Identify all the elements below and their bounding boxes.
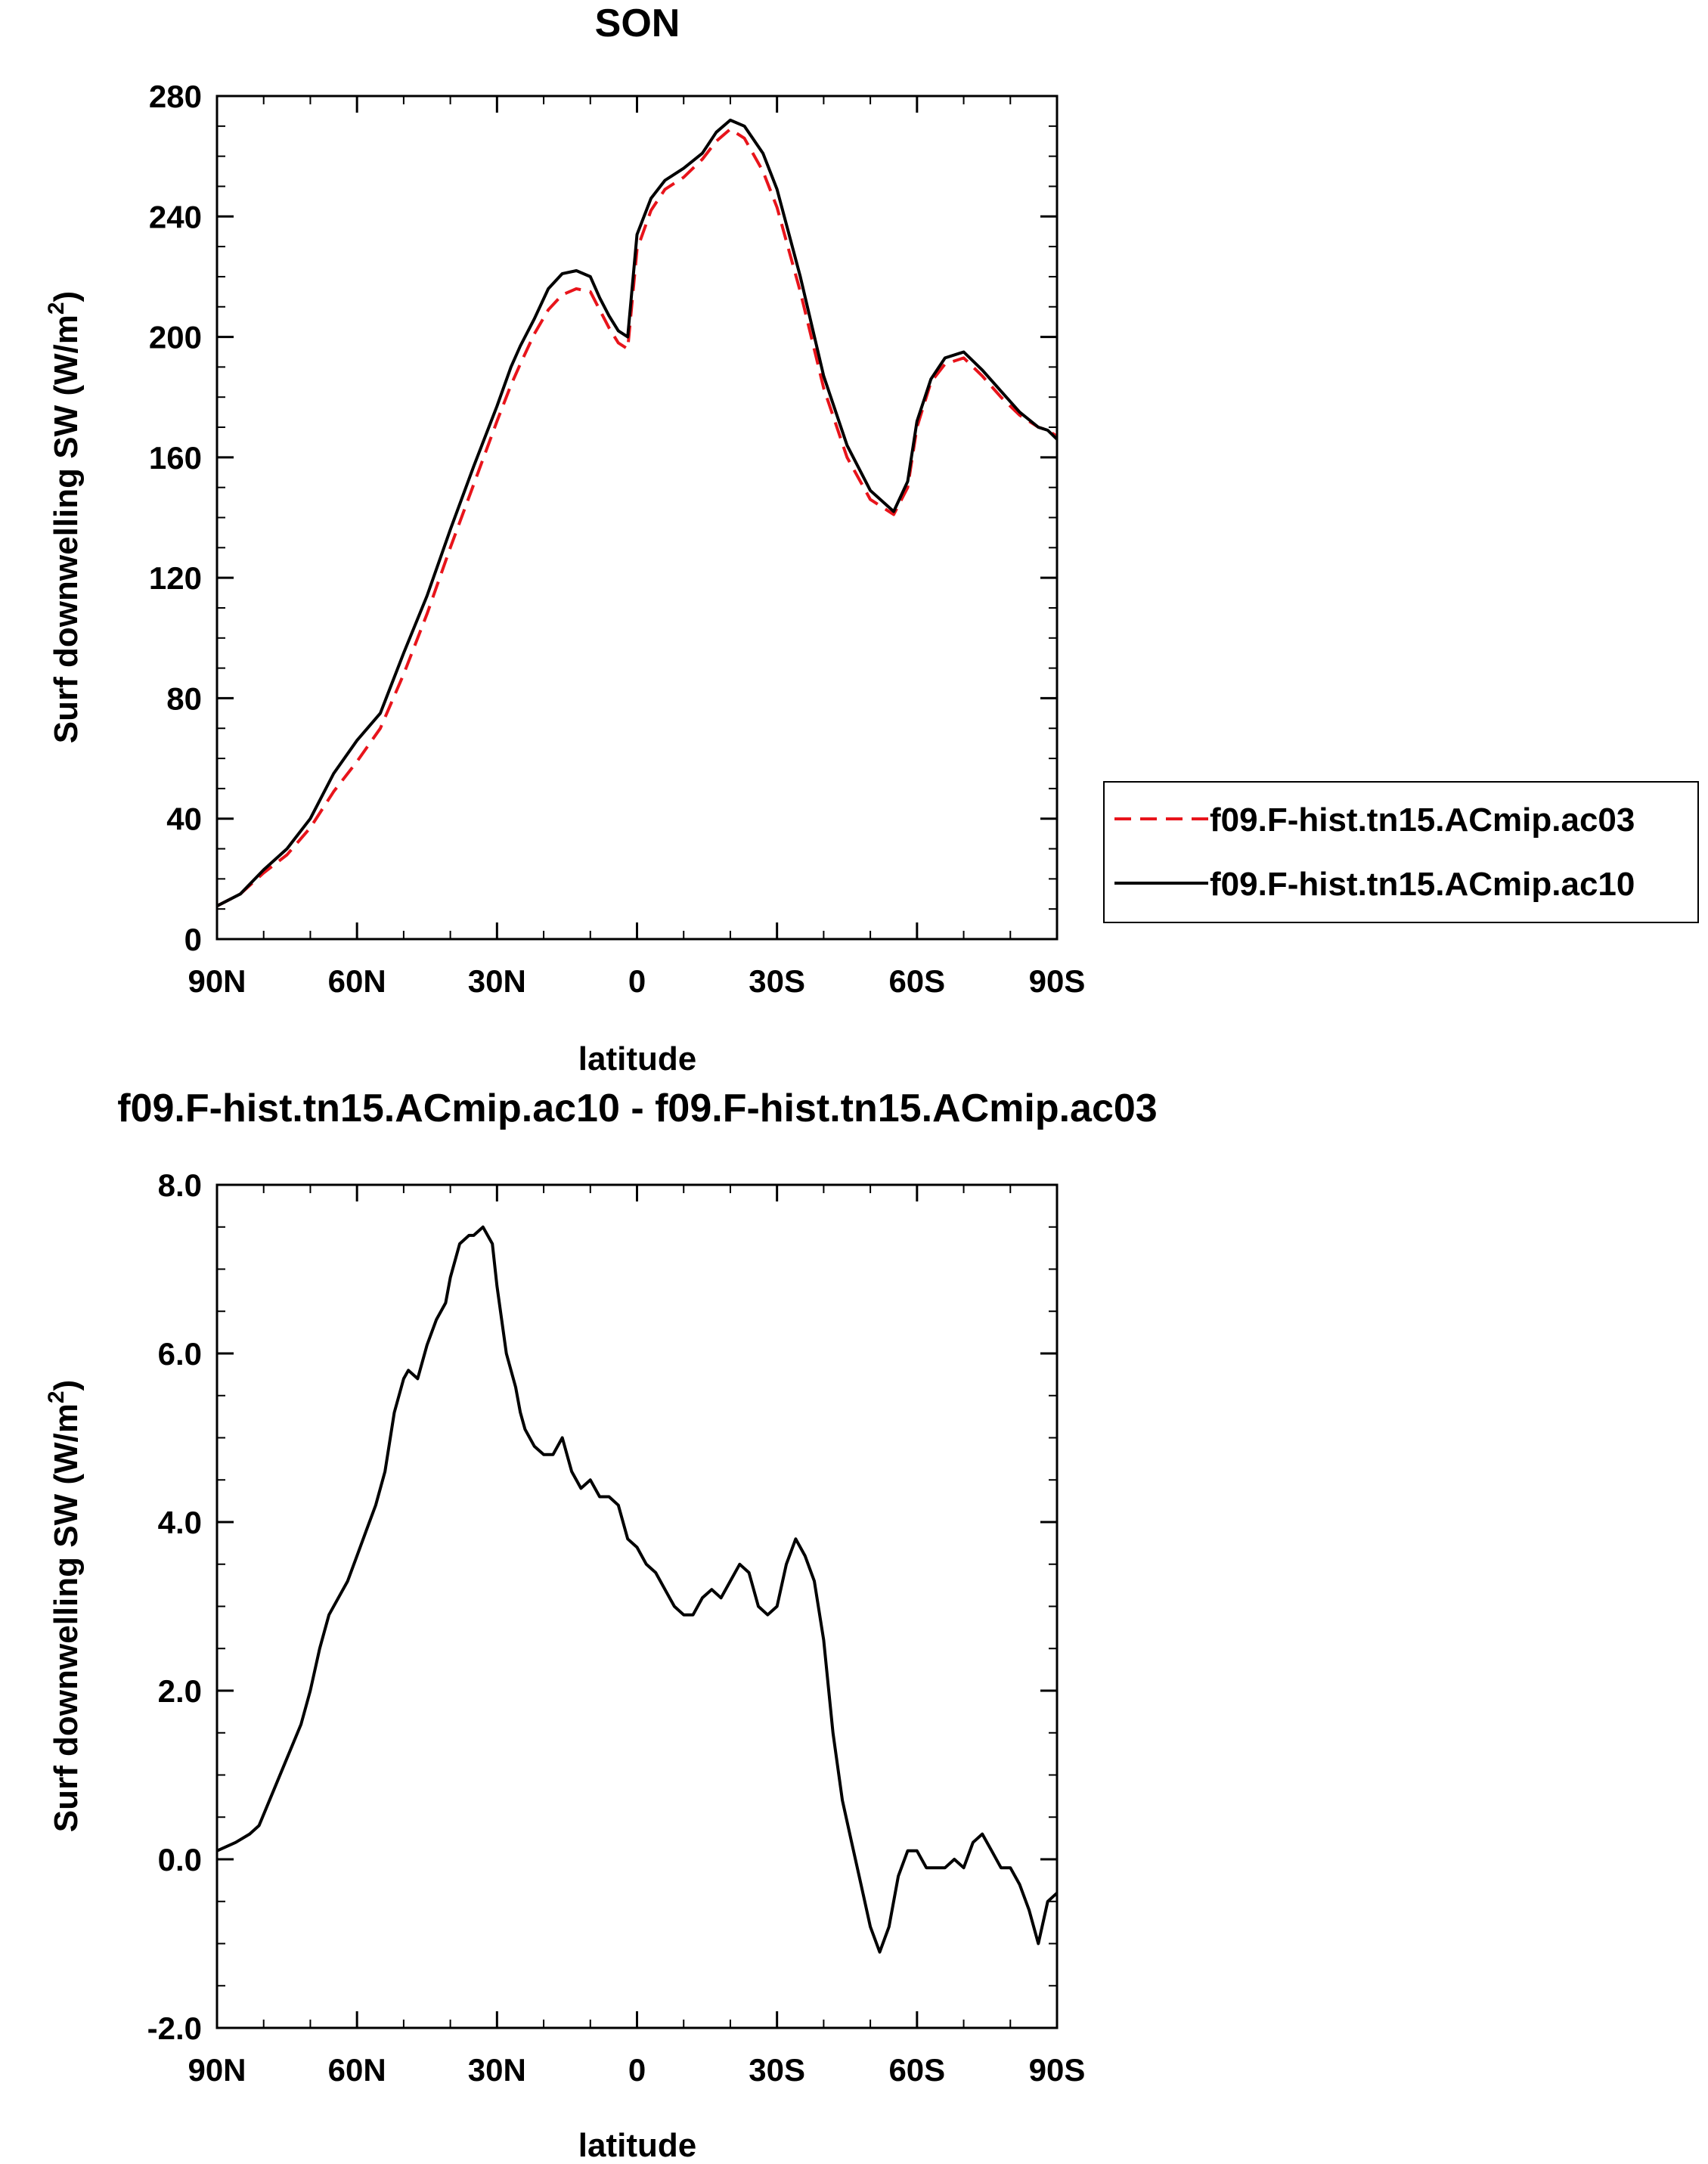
legend-label-ac10: f09.F-hist.tn15.ACmip.ac10 bbox=[1210, 866, 1635, 903]
y-tick-label: 120 bbox=[149, 560, 202, 596]
bottom-series-group bbox=[216, 1225, 1059, 1954]
y-tick-label: 280 bbox=[149, 79, 202, 114]
y-tick-label: 160 bbox=[149, 440, 202, 476]
x-tick-label: 30S bbox=[749, 2052, 805, 2088]
top-plot-frame bbox=[215, 95, 1059, 941]
x-tick-label: 60S bbox=[888, 963, 945, 999]
bottom-x-tick-labels: 90N 60N 30N 0 30S 60S 90S bbox=[188, 2052, 1085, 2088]
top-series-group bbox=[216, 118, 1059, 907]
bottom-y-axis-label-close: ) bbox=[48, 1380, 85, 1391]
y-tick-label: 200 bbox=[149, 320, 202, 355]
x-tick-label: 60N bbox=[328, 963, 386, 999]
y-tick-label: -2.0 bbox=[147, 2011, 202, 2046]
bottom-y-axis-label-main: Surf downwelling SW (W/m bbox=[48, 1403, 85, 1832]
y-tick-label: 40 bbox=[166, 801, 202, 837]
y-tick-label: 6.0 bbox=[158, 1336, 202, 1372]
series-line-difference bbox=[216, 1225, 1059, 1954]
y-tick-label: 4.0 bbox=[158, 1505, 202, 1540]
top-panel: SON 0 40 80 120 160 200 240 280 90N 60N 30N 0 30S 60… bbox=[44, 2, 1699, 1077]
y-tick-label: 240 bbox=[149, 199, 202, 234]
series-line-f09-f-hist-tn15-acmip-ac10 bbox=[216, 118, 1059, 907]
y-tick-label: 2.0 bbox=[158, 1673, 202, 1709]
legend-box bbox=[1103, 781, 1699, 923]
y-tick-label: 0.0 bbox=[158, 1842, 202, 1877]
top-x-axis-label: latitude bbox=[578, 1040, 696, 1077]
x-tick-label: 90N bbox=[188, 2052, 246, 2088]
bottom-x-axis-label: latitude bbox=[578, 2127, 696, 2164]
x-tick-label: 30N bbox=[468, 963, 526, 999]
legend-label-ac03: f09.F-hist.tn15.ACmip.ac03 bbox=[1210, 801, 1635, 839]
x-tick-label: 30S bbox=[749, 963, 805, 999]
bottom-tick-marks bbox=[215, 1183, 1059, 2029]
y-tick-label: 80 bbox=[166, 681, 202, 716]
legend: f09.F-hist.tn15.ACmip.ac03 f09.F-hist.tn… bbox=[1103, 781, 1699, 923]
top-y-axis-label: Surf downwelling SW (W/m2) bbox=[44, 291, 85, 743]
y-tick-label: 8.0 bbox=[158, 1167, 202, 1203]
bottom-y-axis-label-sup: 2 bbox=[44, 1390, 69, 1403]
x-tick-label: 90N bbox=[188, 963, 246, 999]
x-tick-label: 0 bbox=[628, 963, 646, 999]
top-y-tick-labels: 0 40 80 120 160 200 240 280 bbox=[149, 79, 202, 957]
top-y-axis-label-main: Surf downwelling SW (W/m bbox=[48, 315, 85, 743]
x-tick-label: 0 bbox=[628, 2052, 646, 2088]
bottom-plot-frame bbox=[215, 1183, 1059, 2029]
bottom-chart-title: f09.F-hist.tn15.ACmip.ac10 - f09.F-hist.… bbox=[117, 1087, 1157, 1130]
x-tick-label: 60S bbox=[888, 2052, 945, 2088]
top-chart-title: SON bbox=[595, 2, 680, 45]
top-tick-marks bbox=[215, 95, 1059, 941]
top-x-tick-labels: 90N 60N 30N 0 30S 60S 90S bbox=[188, 963, 1085, 999]
x-tick-label: 90S bbox=[1029, 963, 1086, 999]
bottom-y-axis-label: Surf downwelling SW (W/m2) bbox=[44, 1380, 85, 1832]
y-tick-label: 0 bbox=[184, 922, 202, 957]
bottom-y-tick-labels: -2.0 0.0 2.0 4.0 6.0 8.0 bbox=[147, 1167, 202, 2046]
x-tick-label: 30N bbox=[468, 2052, 526, 2088]
x-tick-label: 90S bbox=[1029, 2052, 1086, 2088]
x-tick-label: 60N bbox=[328, 2052, 386, 2088]
bottom-panel: f09.F-hist.tn15.ACmip.ac10 - f09.F-hist.… bbox=[44, 1087, 1158, 2164]
top-y-axis-label-close: ) bbox=[48, 291, 85, 302]
top-y-axis-label-sup: 2 bbox=[44, 302, 69, 315]
